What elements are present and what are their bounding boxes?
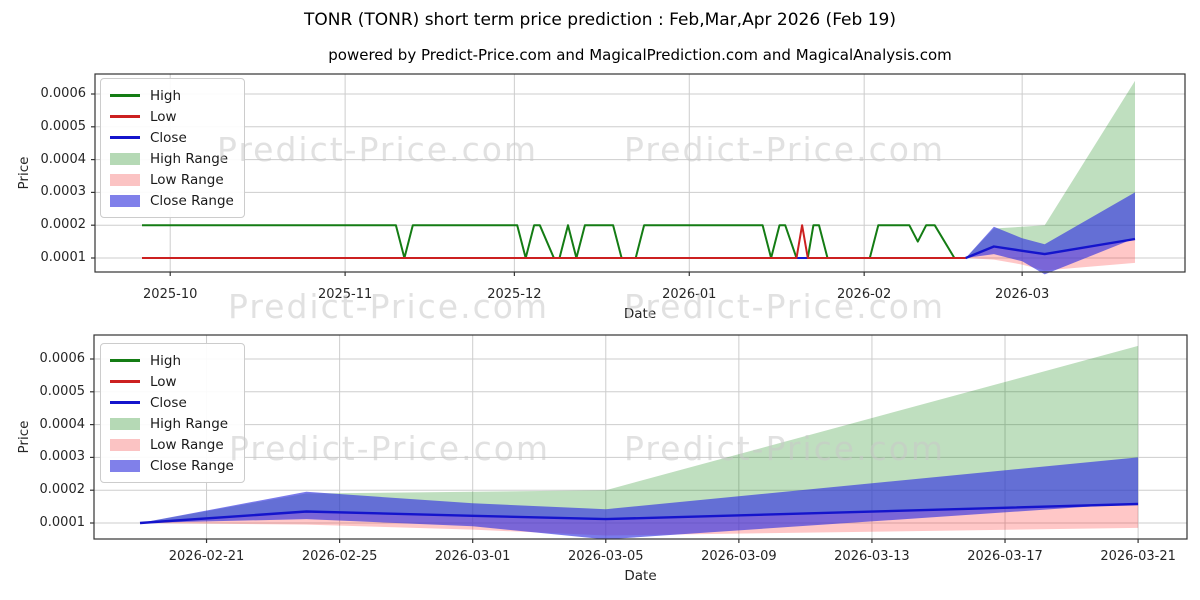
legend-item: High (110, 350, 234, 371)
close-line-forecast (965, 237, 1136, 260)
legend-item: Low (110, 106, 234, 127)
y-tick-label: 0.0005 (40, 118, 87, 134)
close-line-forecast (139, 502, 1139, 525)
close-range-band (140, 457, 1139, 540)
axes-frame (93, 334, 1188, 540)
y-tick-label: 0.0004 (40, 151, 87, 167)
y-tick-label: 0.0002 (40, 217, 87, 233)
legend-item: Close Range (110, 455, 234, 476)
legend-swatch-close (110, 136, 140, 139)
legend-item: High Range (110, 413, 234, 434)
legend-item: Low Range (110, 434, 234, 455)
legend-swatch-high-range (110, 152, 140, 165)
legend-label: Low (150, 373, 177, 390)
close-range-band (965, 192, 1135, 275)
axes-frame (94, 73, 1186, 273)
legend-label: High (150, 87, 182, 104)
legend-item: Low Range (110, 169, 234, 190)
x-tick-label: 2026-02-25 (301, 549, 378, 564)
y-axis-label: Price (16, 420, 32, 454)
legend-item: Close Range (110, 190, 234, 211)
legend-label: Close (150, 129, 187, 146)
y-tick-label: 0.0001 (39, 515, 86, 530)
y-axis-label: Price (16, 156, 32, 190)
legend-label: Low (150, 108, 177, 125)
legend-swatch-low (110, 380, 140, 383)
legend-item: High Range (110, 148, 234, 169)
x-tick-label: 2025-10 (143, 287, 198, 302)
high-line (142, 224, 966, 259)
legend-swatch-low-range (110, 173, 140, 186)
legend-label: High Range (150, 150, 229, 167)
x-tick-label: 2026-03-05 (567, 549, 644, 564)
y-tick-label: 0.0006 (39, 351, 86, 366)
x-tick-label: 2026-02 (837, 287, 892, 302)
y-tick-label: 0.0001 (40, 250, 87, 265)
x-tick-label: 2026-03-17 (967, 549, 1043, 564)
low-line (142, 224, 966, 259)
legend: High Low Close High Range Low Range Close Ran… (100, 343, 245, 483)
legend-label: Low Range (150, 436, 224, 453)
legend-swatch-low-range (110, 438, 140, 451)
legend-swatch-high-range (110, 417, 140, 430)
y-tick-label: 0.0003 (39, 449, 86, 465)
legend-swatch-close-range (110, 194, 140, 207)
x-tick-label: 2025-12 (487, 287, 542, 302)
legend-swatch-close (110, 401, 140, 404)
high-range-band (140, 345, 1139, 523)
legend-label: Close (150, 394, 187, 411)
legend-label: Close Range (150, 192, 234, 209)
x-tick-label: 2026-02-21 (168, 549, 245, 564)
legend-swatch-low (110, 115, 140, 118)
legend-item: Close (110, 392, 234, 413)
x-tick-label: 2026-01 (662, 287, 717, 302)
y-tick-label: 0.0006 (40, 86, 87, 101)
legend-item: Low (110, 371, 234, 392)
x-axis-label: Date (623, 306, 657, 322)
y-tick-label: 0.0003 (40, 184, 87, 200)
legend-label: High Range (150, 415, 229, 432)
legend: High Low Close High Range Low Range Close Ran… (100, 78, 245, 218)
x-tick-label: 2026-03-21 (1100, 549, 1176, 564)
legend-item: Close (110, 127, 234, 148)
y-tick-label: 0.0005 (39, 383, 86, 399)
x-tick-label: 2026-03-09 (701, 549, 777, 564)
legend-label: Low Range (150, 171, 224, 188)
x-tick-label: 2025-11 (317, 287, 373, 302)
legend-swatch-high (110, 359, 140, 362)
x-tick-label: 2026-03-01 (434, 549, 511, 564)
x-tick-label: 2026-03-13 (834, 549, 910, 564)
legend-swatch-close-range (110, 459, 140, 472)
legend-label: High (150, 352, 182, 369)
figure-title: TONR (TONR) short term price prediction … (304, 10, 896, 30)
legend-label: Close Range (150, 457, 234, 474)
legend-item: High (110, 85, 234, 106)
high-range-band (965, 80, 1135, 259)
y-tick-label: 0.0004 (39, 416, 86, 432)
legend-swatch-high (110, 94, 140, 97)
x-axis-label: Date (624, 568, 657, 584)
y-tick-label: 0.0002 (39, 482, 86, 498)
x-tick-label: 2026-03 (994, 287, 1050, 302)
figure-subtitle: powered by Predict-Price.com and Magical… (328, 46, 952, 64)
